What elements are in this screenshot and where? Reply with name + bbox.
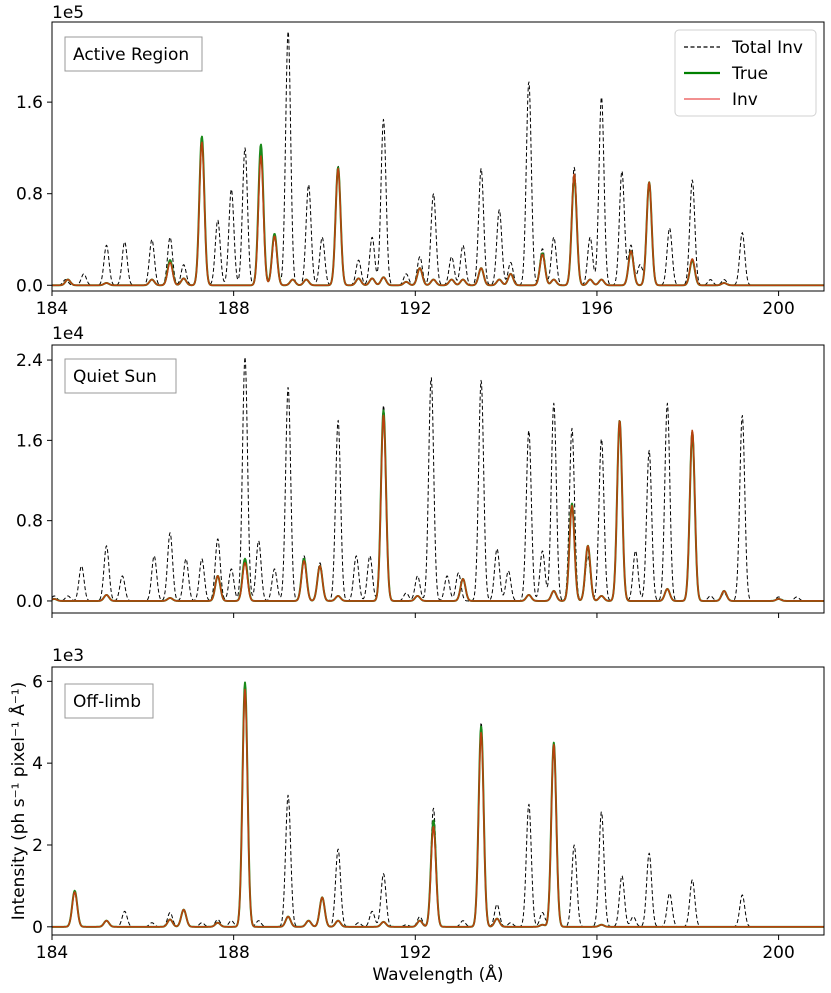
series-line-quiet-sun-true (51, 409, 825, 602)
panel-label-box-active-region (64, 36, 203, 72)
x-tick-label-active-region-184: 184 (36, 299, 68, 319)
x-tick-label-off-limb-184: 184 (36, 943, 68, 963)
x-tick-label-off-limb-192: 192 (399, 943, 431, 963)
y-tick-label-off-limb-3: 6 (32, 672, 43, 692)
legend-label-total-inv: Total Inv (731, 38, 803, 58)
x-tick-label-active-region-192: 192 (399, 299, 431, 319)
series-line-active-region-total-inv (52, 31, 824, 286)
panel-label-active-region: Active Region (73, 45, 189, 65)
x-tick-label-off-limb-200: 200 (762, 943, 794, 963)
y-tick-label-off-limb-2: 4 (32, 754, 43, 774)
series-line-off-limb-inv (51, 688, 825, 928)
series-line-off-limb-true (51, 681, 825, 928)
y-tick-label-quiet-sun-0: 0.0 (16, 592, 43, 612)
y-tick-label-active-region-0: 0.0 (16, 276, 43, 296)
y-tick-label-active-region-1: 0.8 (16, 185, 43, 205)
plot-frame-quiet-sun (51, 344, 825, 614)
series-group-off-limb (51, 681, 825, 928)
legend: Total Inv True Inv (674, 29, 817, 117)
panel-off-limb: 1e3 184 188 192 196 200 0 2 4 6 Off-limb (32, 646, 825, 963)
axis-ticks-active-region: 184 188 192 196 200 0.0 0.8 1.6 (16, 93, 795, 319)
y-tick-label-off-limb-1: 2 (32, 836, 43, 856)
series-line-active-region-inv (51, 141, 825, 287)
plot-frame-off-limb (51, 666, 825, 936)
series-line-quiet-sun-total-inv (51, 356, 824, 602)
axis-ticks-quiet-sun: 0.0 0.8 1.6 2.4 (16, 351, 780, 618)
series-group-active-region (51, 31, 825, 287)
offset-label-quiet-sun: 1e4 (52, 324, 84, 344)
plot-frame-active-region (51, 21, 825, 292)
offset-label-active-region: 1e5 (52, 3, 84, 23)
y-tick-label-quiet-sun-2: 1.6 (16, 431, 43, 451)
panel-label-quiet-sun: Quiet Sun (73, 367, 157, 387)
x-tick-label-active-region-188: 188 (217, 299, 249, 319)
series-group-quiet-sun (51, 356, 825, 602)
y-tick-label-off-limb-0: 0 (32, 918, 43, 938)
axis-ticks-off-limb: 184 188 192 196 200 0 2 4 6 (32, 672, 795, 963)
y-tick-label-active-region-2: 1.6 (16, 93, 43, 113)
x-tick-label-active-region-200: 200 (762, 299, 794, 319)
offset-label-off-limb: 1e3 (52, 646, 84, 666)
x-tick-label-off-limb-188: 188 (217, 943, 249, 963)
series-line-quiet-sun-inv (51, 414, 825, 602)
x-tick-label-off-limb-196: 196 (581, 943, 613, 963)
panel-active-region: 1e5 184 188 192 196 200 0.0 0.8 1.6 Active Regi… (16, 3, 825, 319)
panel-label-box-off-limb (64, 683, 154, 719)
legend-label-inv: Inv (732, 90, 758, 110)
x-tick-label-active-region-196: 196 (581, 299, 613, 319)
panel-label-box-quiet-sun (64, 358, 177, 394)
panel-label-off-limb: Off-limb (73, 692, 141, 712)
y-tick-label-quiet-sun-1: 0.8 (16, 512, 43, 532)
y-tick-label-quiet-sun-3: 2.4 (16, 351, 43, 371)
legend-label-true: True (731, 64, 768, 84)
panel-quiet-sun: 1e4 0.0 0.8 1.6 2.4 Quiet Sun (16, 324, 825, 618)
x-axis-label: Wavelength (Å) (372, 963, 503, 985)
y-axis-label: Intensity (ph s⁻¹ pixel⁻¹ Å⁻¹) (7, 682, 29, 921)
legend-box (674, 29, 817, 117)
